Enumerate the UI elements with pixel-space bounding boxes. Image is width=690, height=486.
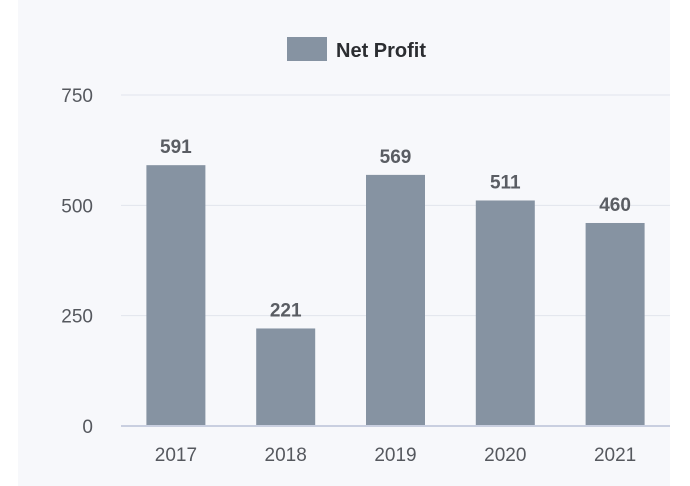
y-tick-label: 500 bbox=[61, 196, 93, 217]
legend-label-net-profit: Net Profit bbox=[336, 40, 426, 62]
chart-card: 0 250 500 750 591 221 569 511 460 2017 2018 2019 2… bbox=[18, 0, 670, 486]
y-tick-label: 750 bbox=[61, 86, 93, 107]
data-label-2018: 221 bbox=[270, 300, 302, 321]
x-tick-label-2020: 2020 bbox=[484, 445, 526, 466]
x-tick-label-2019: 2019 bbox=[374, 445, 416, 466]
data-label-2020: 511 bbox=[490, 172, 521, 193]
bar-2021 bbox=[585, 222, 645, 426]
legend-swatch-net-profit bbox=[287, 37, 327, 61]
bar-2018 bbox=[256, 328, 316, 426]
x-tick-label-2017: 2017 bbox=[155, 445, 197, 466]
bar-2017 bbox=[146, 165, 206, 426]
bar-2019 bbox=[366, 174, 425, 426]
x-tick-label-2018: 2018 bbox=[265, 445, 307, 466]
y-axis: 0 250 500 750 bbox=[61, 86, 93, 438]
legend[interactable]: Net Profit bbox=[287, 37, 426, 62]
x-tick-label-2021: 2021 bbox=[594, 445, 636, 466]
data-label-2017: 591 bbox=[160, 137, 192, 158]
y-tick-label: 250 bbox=[61, 307, 93, 328]
y-tick-label: 0 bbox=[82, 417, 93, 438]
bar-2020 bbox=[475, 200, 535, 426]
data-label-2019: 569 bbox=[380, 147, 412, 168]
x-axis: 2017 2018 2019 2020 2021 bbox=[121, 425, 670, 466]
bars bbox=[146, 165, 645, 426]
data-label-2021: 460 bbox=[599, 195, 631, 216]
data-labels: 591 221 569 511 460 bbox=[160, 137, 631, 321]
